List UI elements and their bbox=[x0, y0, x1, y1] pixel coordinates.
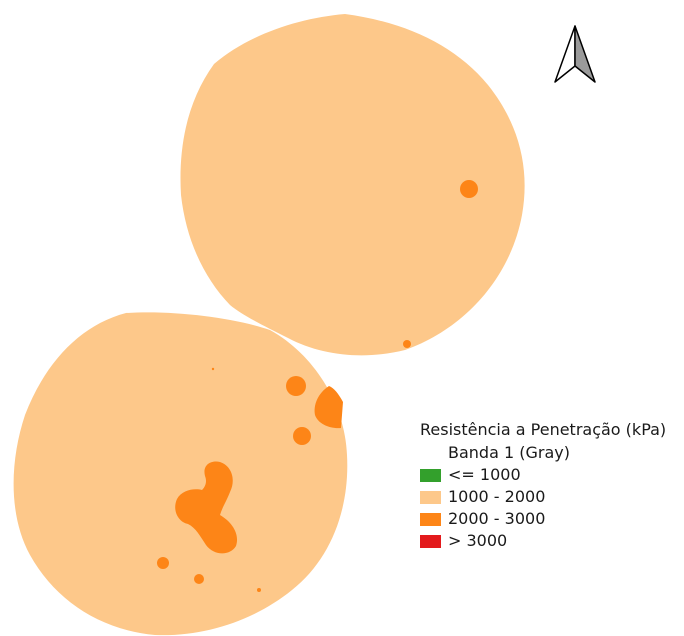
legend-swatch-very-high bbox=[420, 534, 441, 548]
legend-title: Resistência a Penetração (kPa) bbox=[420, 420, 667, 439]
legend-swatch-medium bbox=[420, 490, 441, 504]
legend-item-medium: 1000 - 2000 bbox=[420, 486, 666, 508]
legend-item-high: 2000 - 3000 bbox=[420, 508, 666, 530]
legend-label-very-high: > 3000 bbox=[448, 531, 508, 550]
legend-subtitle: Banda 1 (Gray) bbox=[448, 443, 570, 462]
field-lower bbox=[13, 312, 348, 636]
legend-label-low: <= 1000 bbox=[448, 465, 521, 484]
legend-label-high: 2000 - 3000 bbox=[448, 509, 546, 528]
north-arrow-icon bbox=[554, 25, 596, 83]
zone-lower-center bbox=[175, 461, 238, 554]
zone-upper-south bbox=[403, 340, 411, 348]
legend-swatch-high bbox=[420, 512, 441, 526]
map-legend: Resistência a Penetração (kPa) Banda 1 (… bbox=[420, 418, 666, 552]
zone-lower-ne-1 bbox=[286, 376, 306, 396]
zone-upper-east bbox=[460, 180, 478, 198]
zone-lower-speck bbox=[211, 367, 215, 371]
legend-item-low: <= 1000 bbox=[420, 464, 666, 486]
zone-lower-sw-3 bbox=[257, 588, 261, 592]
zone-lower-edge bbox=[314, 386, 343, 429]
legend-item-very-high: > 3000 bbox=[420, 530, 666, 552]
zone-lower-sw-1 bbox=[157, 557, 169, 569]
field-upper bbox=[180, 14, 525, 356]
legend-swatch-low bbox=[420, 468, 441, 482]
legend-label-medium: 1000 - 2000 bbox=[448, 487, 546, 506]
zone-lower-sw-2 bbox=[194, 574, 204, 584]
zone-lower-ne-2 bbox=[293, 427, 311, 445]
